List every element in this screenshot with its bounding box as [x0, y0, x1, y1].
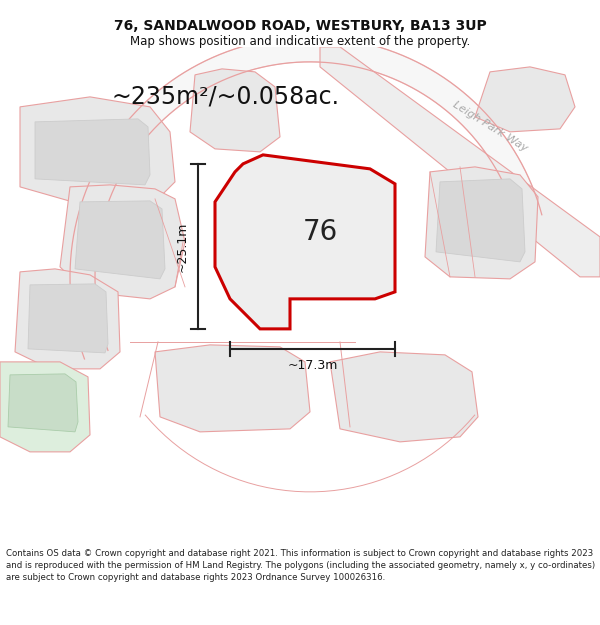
Polygon shape: [35, 119, 150, 185]
Polygon shape: [436, 179, 525, 262]
Text: Leigh Park Way: Leigh Park Way: [451, 100, 529, 154]
Polygon shape: [20, 97, 175, 207]
Polygon shape: [70, 37, 542, 359]
Polygon shape: [0, 362, 90, 452]
Polygon shape: [60, 185, 185, 299]
Polygon shape: [28, 284, 108, 353]
Polygon shape: [190, 69, 280, 152]
Polygon shape: [75, 201, 165, 279]
Polygon shape: [320, 47, 600, 277]
Polygon shape: [15, 269, 120, 369]
Polygon shape: [330, 352, 478, 442]
Polygon shape: [8, 374, 78, 432]
Text: ~17.3m: ~17.3m: [287, 359, 338, 372]
Text: ~25.1m: ~25.1m: [176, 221, 188, 271]
Polygon shape: [475, 67, 575, 132]
Polygon shape: [215, 155, 395, 329]
Text: 76, SANDALWOOD ROAD, WESTBURY, BA13 3UP: 76, SANDALWOOD ROAD, WESTBURY, BA13 3UP: [113, 19, 487, 33]
Text: ~235m²/~0.058ac.: ~235m²/~0.058ac.: [111, 85, 339, 109]
Text: 76: 76: [302, 218, 338, 246]
Text: Map shows position and indicative extent of the property.: Map shows position and indicative extent…: [130, 35, 470, 48]
Polygon shape: [155, 345, 310, 432]
Text: Contains OS data © Crown copyright and database right 2021. This information is : Contains OS data © Crown copyright and d…: [6, 549, 595, 582]
Polygon shape: [425, 167, 538, 279]
